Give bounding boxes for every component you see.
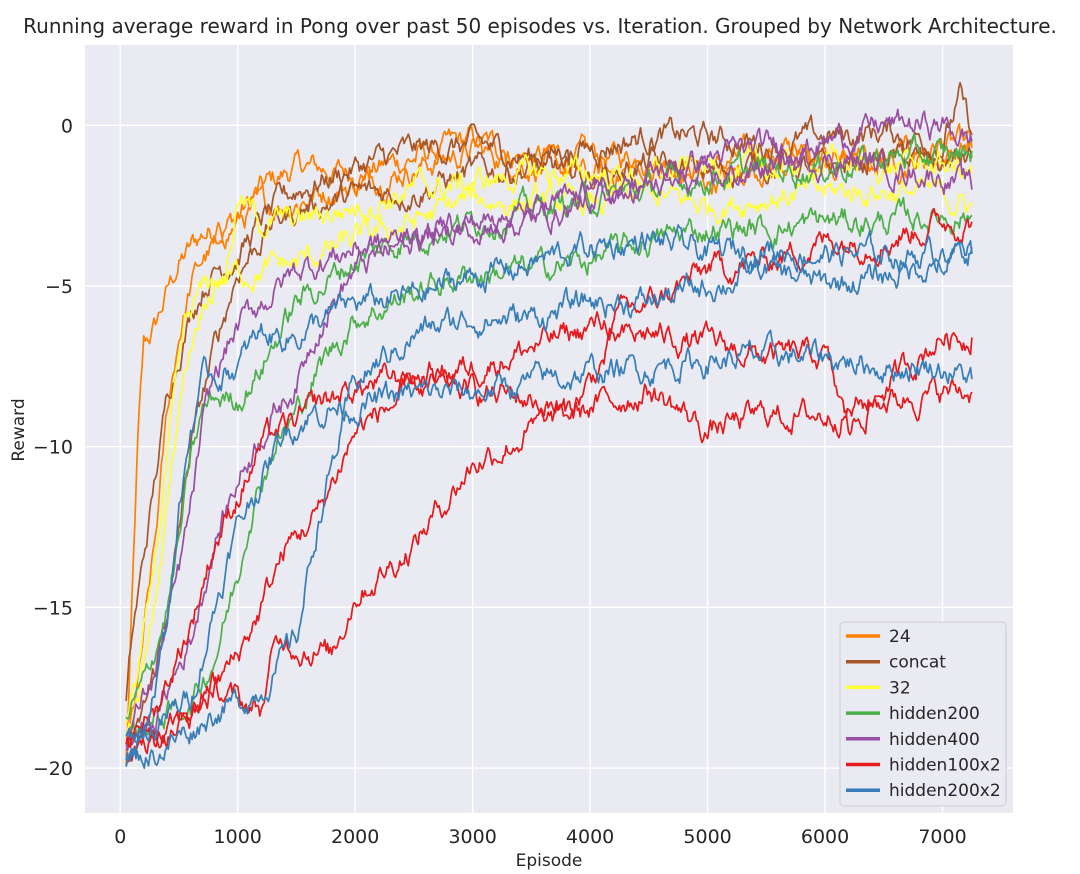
series-line-hidden200x2-run-1 — [125, 224, 973, 762]
y-axis-label: Reward — [9, 398, 29, 461]
x-tick-label: 5000 — [683, 826, 731, 848]
legend: 24 concat 32 hidden200 hidden400 hidden100x2 h… — [839, 621, 1007, 807]
series-line-hidden100x2-run-1 — [125, 207, 973, 741]
x-tick-label: 4000 — [566, 826, 614, 848]
legend-label-concat: concat — [889, 653, 946, 673]
x-tick-label: 1000 — [214, 826, 262, 848]
series-line-hidden200-run-2 — [125, 196, 973, 739]
series-line-32-run-2 — [125, 142, 973, 738]
chart-title: Running average reward in Pong over past… — [23, 14, 1057, 38]
legend-label-hidden200: hidden200 — [889, 704, 980, 724]
legend-label-32: 32 — [889, 678, 911, 698]
y-tick-label: −5 — [45, 276, 73, 298]
x-tick-label: 6000 — [801, 826, 849, 848]
series-layer — [125, 81, 973, 769]
y-tick-label: −10 — [33, 437, 73, 459]
series-line-hidden400-run-1 — [125, 108, 973, 749]
tick-labels: 0 1000 2000 3000 4000 5000 6000 7000 0 −5 −10 −15 −2… — [33, 115, 967, 848]
y-tick-label: −20 — [33, 758, 73, 780]
series-line-concat-run-1 — [125, 81, 973, 702]
x-tick-label: 7000 — [918, 826, 966, 848]
x-tick-label: 3000 — [448, 826, 496, 848]
legend-label-hidden200x2: hidden200x2 — [889, 781, 1001, 801]
series-line-concat-run-2 — [125, 143, 973, 747]
x-axis-label: Episode — [516, 851, 583, 871]
legend-label-hidden400: hidden400 — [889, 730, 980, 750]
legend-label-24: 24 — [889, 627, 911, 647]
series-line-hidden400-run-2 — [125, 143, 973, 752]
series-line-hidden100x2-run-2 — [125, 376, 973, 755]
legend-label-hidden100x2: hidden100x2 — [889, 756, 1001, 776]
x-tick-label: 0 — [114, 826, 126, 848]
y-tick-label: −15 — [33, 597, 73, 619]
legend-box — [839, 621, 1007, 807]
series-line-hidden200x2-run-3 — [125, 329, 973, 743]
x-tick-label: 2000 — [331, 826, 379, 848]
series-line-hidden200x2-run-2 — [125, 240, 973, 769]
y-tick-label: 0 — [61, 115, 73, 137]
series-line-32-run-1 — [125, 170, 973, 725]
